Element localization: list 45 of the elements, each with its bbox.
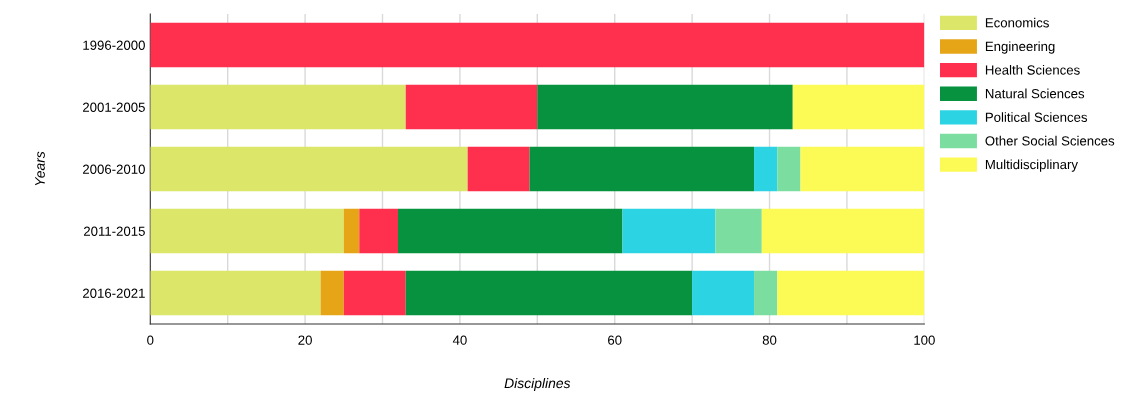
y-tick-label: 2011-2015 <box>83 226 145 236</box>
bar <box>754 270 778 316</box>
bar <box>622 208 716 254</box>
bar <box>405 270 693 316</box>
bar <box>754 146 778 192</box>
bar <box>800 146 925 192</box>
bar <box>343 270 406 316</box>
bar <box>467 146 530 192</box>
bar <box>405 84 538 130</box>
bar <box>777 270 925 316</box>
x-tick-label: 80 <box>762 335 777 345</box>
bar <box>715 208 762 254</box>
bar <box>529 146 755 192</box>
legend-label: Other Social Sciences <box>985 135 1115 146</box>
bar <box>692 270 755 316</box>
bar <box>343 208 360 254</box>
bar <box>150 146 468 192</box>
y-tick-label: 2001-2005 <box>83 102 145 112</box>
legend-label: Political Sciences <box>985 112 1088 122</box>
bar <box>150 208 344 254</box>
x-tick-label: 40 <box>452 335 467 345</box>
legend-label: Engineering <box>985 41 1055 54</box>
y-tick-label: 1996-2000 <box>83 40 145 50</box>
legend-label: Health Sciences <box>985 65 1080 75</box>
bar <box>150 84 406 130</box>
bar <box>792 84 925 130</box>
bar <box>397 208 623 254</box>
x-tick-label: 100 <box>914 335 935 345</box>
x-tick-label: 60 <box>608 335 622 345</box>
bar <box>150 270 321 316</box>
x-tick-label: 0 <box>147 335 154 345</box>
y-axis-title: Years <box>35 151 45 186</box>
x-tick-label: 20 <box>298 335 312 345</box>
bar <box>537 84 793 130</box>
legend-label: Economics <box>985 17 1049 28</box>
bar <box>150 22 925 68</box>
bar <box>359 208 398 254</box>
y-tick-label: 2016-2021 <box>83 288 145 298</box>
bar <box>320 270 344 316</box>
bar <box>761 208 925 254</box>
legend-label: Natural Sciences <box>985 88 1085 99</box>
legend-label: Multidisciplinary <box>985 159 1078 172</box>
y-tick-label: 2006-2010 <box>83 164 145 174</box>
x-axis-title: Disciplines <box>504 377 571 391</box>
bar <box>777 146 801 192</box>
